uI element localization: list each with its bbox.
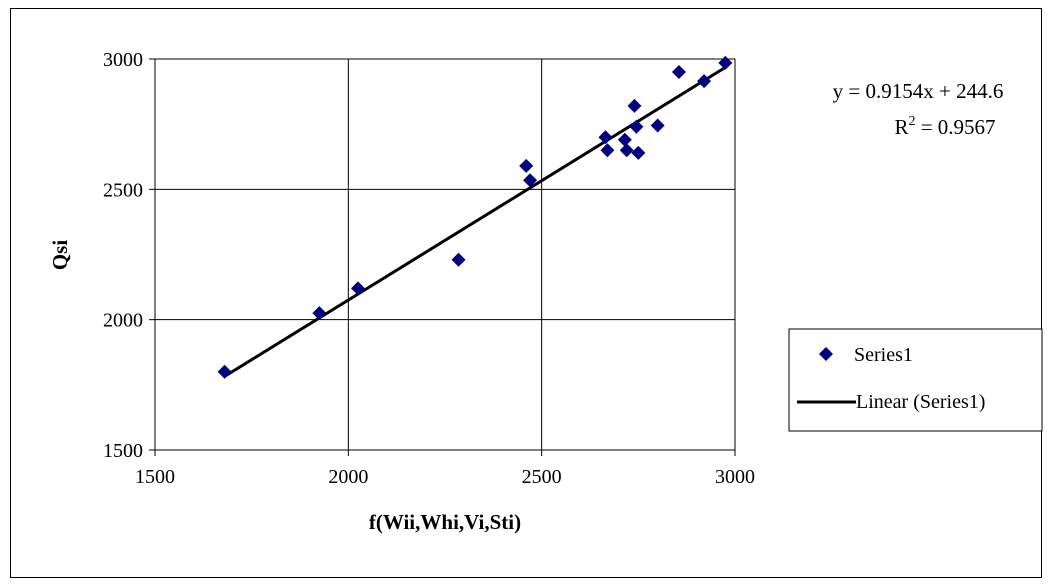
data-point	[519, 158, 534, 173]
data-point	[650, 118, 665, 133]
y-tick-label: 2500	[103, 179, 143, 201]
trendline	[223, 66, 727, 378]
data-point	[671, 65, 686, 80]
data-point	[631, 145, 646, 160]
data-point	[523, 173, 538, 188]
x-tick-label: 3000	[715, 466, 755, 488]
tick-labels: 1500 2000 2500 3000 1500 2000 2500 3000	[103, 49, 755, 488]
legend-diamond-marker	[819, 347, 833, 361]
data-point	[627, 98, 642, 113]
y-tick-label: 1500	[103, 440, 143, 462]
y-axis-title: Qsi	[48, 240, 72, 271]
plot-area	[154, 58, 736, 451]
data-point	[312, 306, 327, 321]
trendline-path	[223, 66, 727, 378]
trendline-equation: y = 0.9154x + 244.6 R2 = 0.9567	[833, 79, 1004, 139]
equation-label: y = 0.9154x + 244.6	[833, 79, 1004, 103]
r-squared-label: R2 = 0.9567	[894, 114, 995, 139]
x-tick-label: 1500	[135, 466, 175, 488]
x-tick-label: 2500	[522, 466, 562, 488]
y-tick-label: 2000	[103, 310, 143, 332]
legend: Series1 Linear (Series1)	[788, 328, 1043, 432]
data-point	[718, 55, 733, 70]
legend-box	[788, 328, 1043, 432]
data-point	[619, 143, 634, 158]
x-axis-title: f(Wii,Whi,Vi,Sti)	[369, 510, 521, 534]
y-tick-label: 3000	[103, 49, 143, 71]
x-tick-label: 2000	[328, 466, 368, 488]
data-point	[629, 119, 644, 134]
data-point	[600, 143, 615, 158]
data-point	[697, 74, 712, 89]
grid-lines	[149, 58, 736, 456]
data-points	[217, 55, 733, 379]
legend-series-label: Series1	[854, 344, 913, 366]
data-point	[598, 130, 613, 145]
data-point	[351, 281, 365, 296]
data-point	[451, 252, 466, 267]
data-point	[617, 132, 632, 147]
data-point	[217, 364, 232, 379]
legend-trendline-label: Linear (Series1)	[856, 391, 985, 413]
